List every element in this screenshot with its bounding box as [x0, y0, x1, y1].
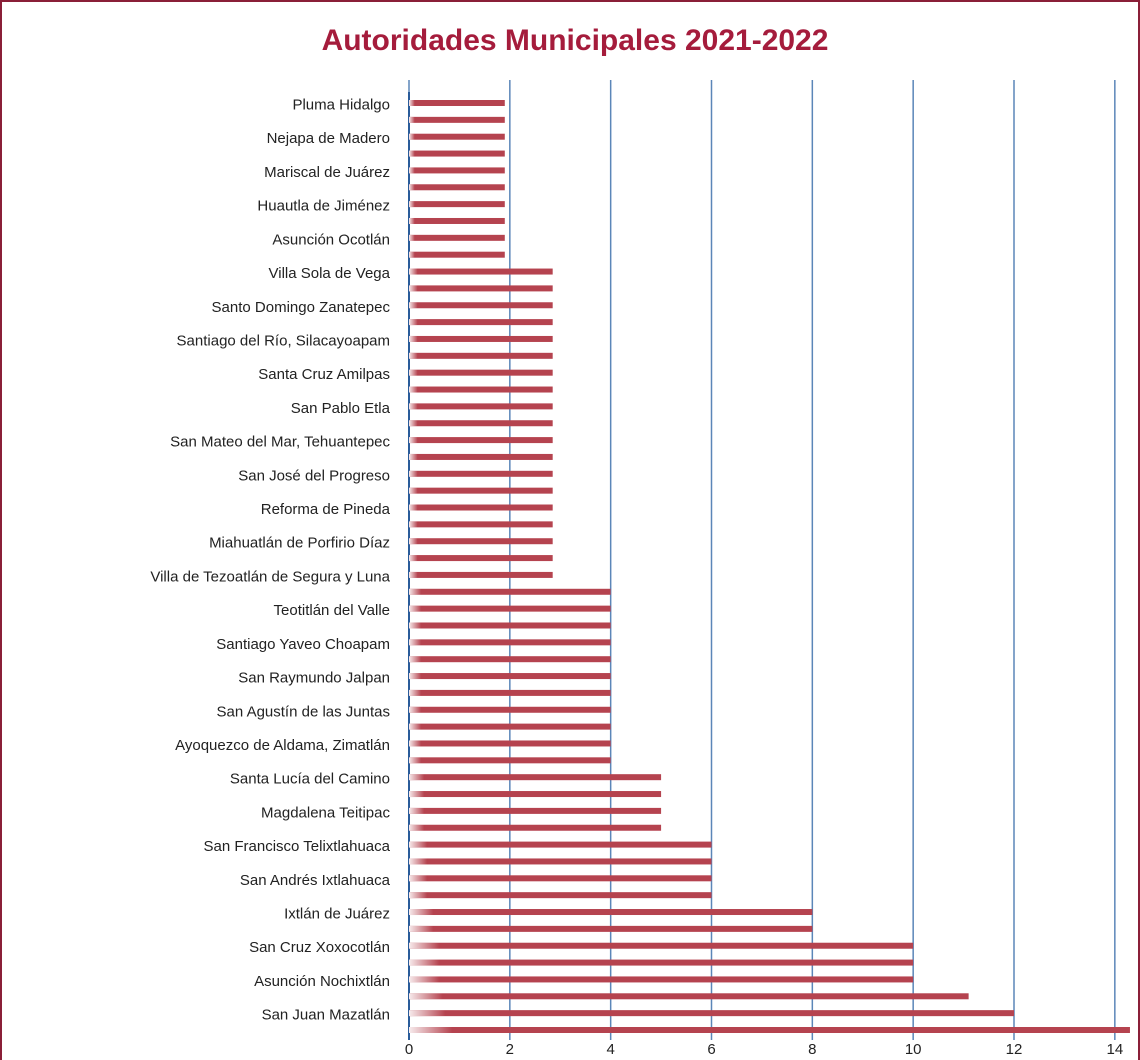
bar-fade [409, 740, 611, 747]
bar-fade [409, 352, 553, 359]
chart-title: Autoridades Municipales 2021-2022 [322, 24, 829, 57]
bar-fade [409, 285, 553, 292]
bar-fade [409, 976, 914, 983]
bar-fade [409, 892, 712, 899]
bar-fade [409, 538, 553, 545]
bar-fade [409, 319, 553, 326]
bar-fade [409, 1010, 1014, 1017]
bar-fade [409, 656, 611, 663]
bar-fade [409, 774, 662, 781]
bar-fade [409, 757, 611, 764]
y-tick-label: Santiago del Río, Silacayoapam [177, 332, 390, 349]
x-tick-label: 6 [707, 1041, 715, 1058]
y-tick-label: Miahuatlán de Porfirio Díaz [209, 535, 390, 552]
bar-fade [409, 588, 611, 595]
bar-fade [409, 369, 553, 376]
bar-fade [409, 909, 813, 916]
y-tick-label: Mariscal de Juárez [264, 164, 390, 181]
y-tick-label: Ixtlán de Juárez [284, 906, 390, 923]
y-tick-label: San Agustín de las Juntas [217, 703, 390, 720]
bar-fade [409, 807, 662, 814]
y-tick-label: Reforma de Pineda [261, 501, 391, 518]
bar-fade [409, 217, 505, 224]
y-tick-label: Santiago Yaveo Choapam [216, 636, 390, 653]
y-tick-label: Huautla de Jiménez [257, 198, 390, 215]
y-tick-label: Villa Sola de Vega [269, 265, 391, 282]
y-tick-label: Nejapa de Madero [267, 130, 390, 147]
x-tick-label: 10 [905, 1041, 922, 1058]
bar-fade [409, 335, 553, 342]
bar-fade [409, 268, 553, 275]
bar-fade [409, 116, 505, 123]
bar-fade [409, 420, 553, 427]
y-tick-label: Santo Domingo Zanatepec [212, 299, 391, 316]
bar-fade [409, 167, 505, 174]
bar-fade [409, 504, 553, 511]
bar-fade [409, 605, 611, 612]
bar-fade [409, 858, 712, 865]
bar-fade [409, 875, 712, 882]
bar-fade [409, 555, 553, 562]
y-tick-label: San Andrés Ixtlahuaca [240, 872, 391, 889]
y-tick-label: Pluma Hidalgo [292, 96, 390, 113]
bar-fade [409, 100, 505, 106]
bar-fade [409, 689, 611, 696]
bar-fade [409, 942, 914, 949]
bar-fade [409, 150, 505, 157]
y-tick-label: Asunción Nochixtlán [254, 973, 390, 990]
bar-fade [409, 437, 553, 444]
bar-fade [409, 959, 914, 966]
bar-fade [409, 453, 553, 460]
bar-fade [409, 673, 611, 680]
y-tick-label: Asunción Ocotlán [272, 231, 390, 248]
bar-fade [409, 251, 505, 258]
y-tick-label: San Pablo Etla [291, 400, 391, 417]
y-tick-label: San Raymundo Jalpan [238, 670, 390, 687]
y-tick-label: San Juan Mazatlán [262, 1007, 390, 1024]
x-tick-label: 0 [405, 1041, 413, 1058]
bar-fade [409, 487, 553, 494]
bar-fade [409, 133, 505, 140]
bar-fade [409, 824, 662, 831]
bar-fade [409, 521, 553, 528]
bar-fade [409, 925, 813, 932]
bar-fade [409, 639, 611, 646]
x-tick-label: 14 [1106, 1041, 1123, 1058]
y-tick-label: Villa de Tezoatlán de Segura y Luna [150, 568, 390, 585]
y-tick-label: Teotitlán del Valle [274, 602, 390, 619]
bar-fade [409, 1027, 1130, 1033]
bar-fade [409, 723, 611, 730]
bar-fade [409, 386, 553, 393]
x-tick-label: 4 [606, 1041, 614, 1058]
bar-fade [409, 791, 662, 798]
bar-fade [409, 201, 505, 208]
bar-fade [409, 184, 505, 191]
x-tick-label: 2 [506, 1041, 514, 1058]
bar-fade [409, 571, 553, 578]
y-tick-label: Magdalena Teitipac [261, 804, 390, 821]
bar-fade [409, 470, 553, 477]
y-tick-label: San Cruz Xoxocotlán [249, 939, 390, 956]
y-tick-label: San Francisco Telixtlahuaca [204, 838, 391, 855]
x-tick-label: 8 [808, 1041, 816, 1058]
bar-fade [409, 302, 553, 309]
bar-fade [409, 622, 611, 629]
bar-fade [409, 993, 969, 1000]
x-tick-label: 12 [1006, 1041, 1023, 1058]
y-tick-label: Santa Lucía del Camino [230, 771, 390, 788]
y-tick-label: San Mateo del Mar, Tehuantepec [170, 434, 390, 451]
y-tick-label: San José del Progreso [238, 467, 390, 484]
bar-fade [409, 234, 505, 241]
bar-fade [409, 706, 611, 713]
bar-fade [409, 841, 712, 848]
y-tick-label: Santa Cruz Amilpas [258, 366, 390, 383]
y-tick-label: Ayoquezco de Aldama, Zimatlán [175, 737, 390, 754]
bar-fade [409, 403, 553, 410]
